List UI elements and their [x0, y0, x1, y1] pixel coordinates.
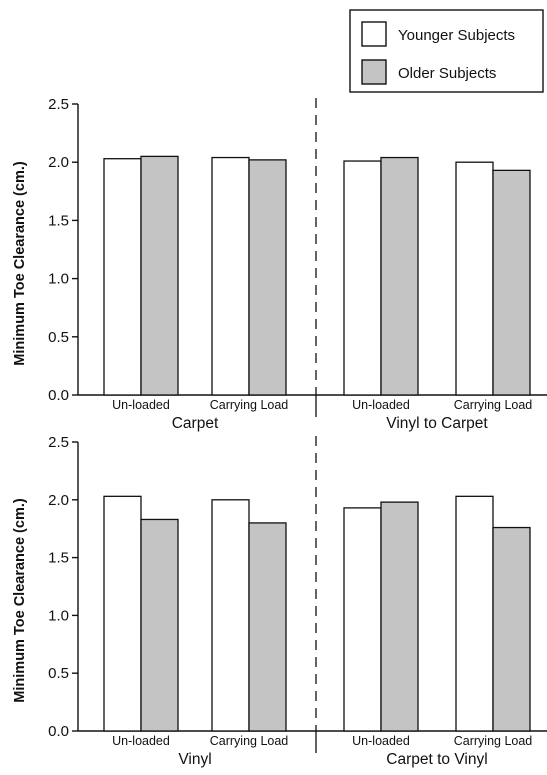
chart-panels: Minimum Toe Clearance (cm.) 0.0 0.5 1.0 1.5 2…: [12, 96, 547, 768]
category-label: Carrying Load: [454, 734, 533, 748]
bar-older: [492, 526, 531, 732]
group-label: Carpet: [172, 415, 219, 432]
y-tick-label: 2.5: [48, 96, 69, 113]
category-label: Un-loaded: [112, 734, 170, 748]
y-tick-label: 0.0: [48, 723, 69, 740]
category-label: Carrying Load: [454, 398, 533, 412]
y-tick-label: 0.0: [48, 387, 69, 404]
bar-older: [248, 159, 287, 396]
bar-younger: [343, 507, 382, 732]
bar-older: [380, 501, 419, 732]
y-axis-label: Minimum Toe Clearance (cm.): [12, 161, 28, 366]
chart-panel-1: Minimum Toe Clearance (cm.) 0.0 0.5 1.0 1.5 2…: [12, 96, 547, 432]
bar-younger: [455, 495, 494, 732]
bar-younger: [211, 499, 250, 732]
y-tick-label: 1.5: [48, 212, 69, 229]
group-label: Vinyl: [178, 751, 211, 768]
bar-younger: [103, 158, 142, 396]
y-tick-label: 0.5: [48, 665, 69, 682]
group-label: Carpet to Vinyl: [386, 751, 487, 768]
category-label: Carrying Load: [210, 734, 289, 748]
bar-younger: [211, 156, 250, 396]
y-tick-label: 0.5: [48, 329, 69, 346]
bar-older: [492, 169, 531, 396]
bar-younger: [343, 160, 382, 396]
legend-label-younger: Younger Subjects: [398, 27, 515, 44]
bar-older: [140, 518, 179, 732]
category-label: Un-loaded: [352, 398, 410, 412]
category-label: Un-loaded: [352, 734, 410, 748]
legend: Younger Subjects Older Subjects: [349, 9, 544, 93]
bar-younger: [455, 161, 494, 396]
y-tick-label: 2.5: [48, 434, 69, 451]
y-tick-label: 1.0: [48, 271, 69, 288]
y-tick-label: 2.0: [48, 492, 69, 509]
bar-younger: [103, 495, 142, 732]
y-axis-label: Minimum Toe Clearance (cm.): [12, 498, 28, 703]
chart-panel-2: Minimum Toe Clearance (cm.) 0.0 0.5 1.0 1.5 2…: [12, 434, 547, 768]
y-tick-label: 1.5: [48, 550, 69, 567]
category-label: Un-loaded: [112, 398, 170, 412]
category-label: Carrying Load: [210, 398, 289, 412]
y-tick-label: 2.0: [48, 154, 69, 171]
legend-swatch-older: [361, 59, 387, 85]
y-tick-label: 1.0: [48, 607, 69, 624]
group-label: Vinyl to Carpet: [386, 415, 488, 432]
legend-label-older: Older Subjects: [398, 65, 496, 82]
bar-older: [140, 155, 179, 396]
legend-swatch-younger: [361, 21, 387, 47]
bar-older: [380, 156, 419, 396]
bar-older: [248, 522, 287, 732]
